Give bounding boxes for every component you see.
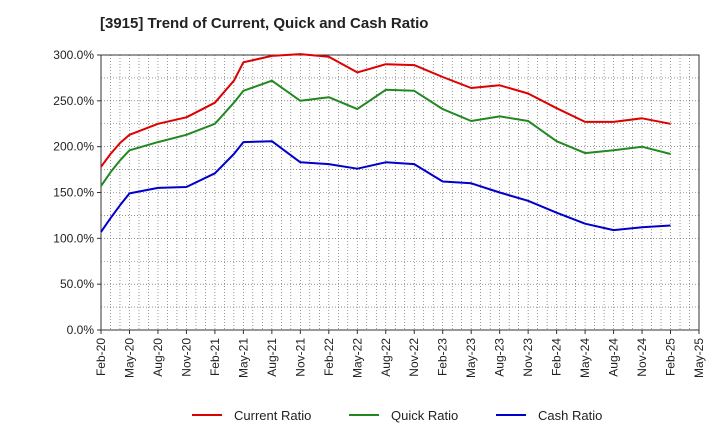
x-tick-label: Aug-23 bbox=[493, 338, 507, 377]
x-tick-label: Aug-22 bbox=[379, 338, 393, 377]
x-tick-label: May-21 bbox=[236, 338, 250, 378]
x-tick-label: May-25 bbox=[692, 338, 706, 378]
y-tick-label: 50.0% bbox=[60, 277, 94, 291]
legend-label-quick-ratio: Quick Ratio bbox=[391, 408, 458, 423]
series-line-current-ratio bbox=[100, 53, 671, 168]
x-tick-label: Nov-20 bbox=[179, 338, 193, 377]
x-tick-label: Aug-20 bbox=[151, 338, 165, 377]
y-tick-label: 100.0% bbox=[53, 231, 94, 245]
x-tick-label: Nov-24 bbox=[635, 338, 649, 377]
y-tick-label: 200.0% bbox=[53, 140, 94, 154]
x-tick-label: Feb-21 bbox=[208, 338, 222, 376]
y-tick-label: 150.0% bbox=[53, 186, 94, 200]
x-tick-label: May-22 bbox=[350, 338, 364, 378]
series-line-cash-ratio bbox=[100, 140, 671, 233]
x-tick-label: Feb-22 bbox=[322, 338, 336, 376]
x-tick-label: May-20 bbox=[122, 338, 136, 378]
axis-layer: 0.0% 50.0% 100.0% 150.0% 200.0% 250.0% 300.0% F… bbox=[53, 48, 706, 378]
x-tick-label: Nov-21 bbox=[293, 338, 307, 377]
x-tick-label: Feb-20 bbox=[94, 338, 108, 376]
x-tick-label: Feb-24 bbox=[550, 338, 564, 376]
y-tick-label: 300.0% bbox=[53, 48, 94, 62]
series-line-quick-ratio bbox=[100, 79, 671, 187]
y-tick-label: 0.0% bbox=[67, 323, 95, 337]
x-tick-label: Aug-24 bbox=[607, 338, 621, 377]
x-tick-label: Nov-23 bbox=[521, 338, 535, 377]
legend: Current Ratio Quick Ratio Cash Ratio bbox=[192, 408, 602, 423]
x-tick-label: Nov-22 bbox=[407, 338, 421, 377]
x-tick-label: Feb-25 bbox=[664, 338, 678, 376]
x-tick-label: Feb-23 bbox=[436, 338, 450, 376]
legend-label-cash-ratio: Cash Ratio bbox=[538, 408, 602, 423]
y-tick-label: 250.0% bbox=[53, 94, 94, 108]
plot-frame bbox=[100, 54, 700, 331]
x-tick-label: May-23 bbox=[464, 338, 478, 378]
series-layer bbox=[100, 53, 671, 233]
x-tick-label: May-24 bbox=[578, 338, 592, 378]
x-tick-label: Aug-21 bbox=[265, 338, 279, 377]
grid-layer bbox=[101, 54, 699, 330]
chart-title: [3915] Trend of Current, Quick and Cash … bbox=[100, 15, 428, 32]
legend-label-current-ratio: Current Ratio bbox=[234, 408, 311, 423]
